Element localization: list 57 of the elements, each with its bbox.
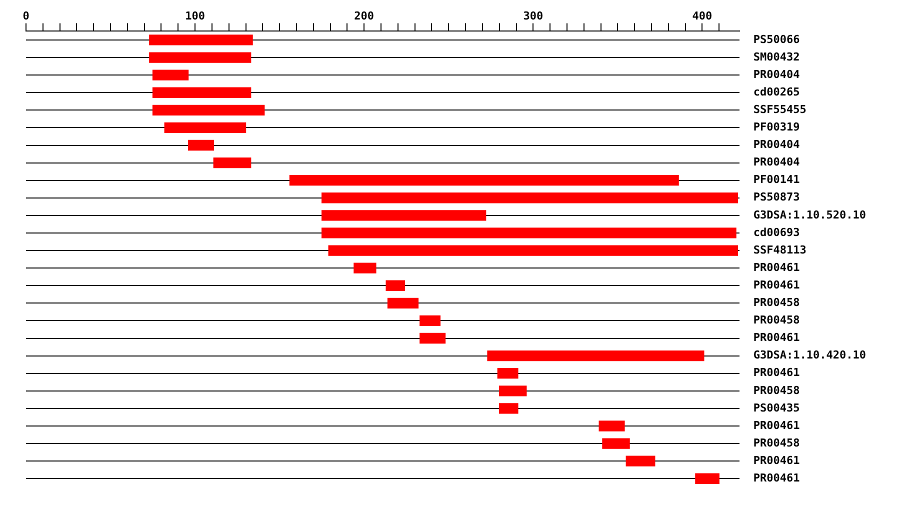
y-tick-label: PR00404 [753, 138, 800, 152]
bar [152, 87, 252, 98]
bar [420, 332, 446, 344]
y-tick-label: PR00404 [753, 156, 800, 169]
bar [626, 456, 656, 466]
y-tick-label: G3DSA:1.10.420.10 [753, 348, 866, 362]
bar [164, 122, 246, 134]
y-tick-label: PS50873 [753, 190, 800, 204]
bar [188, 140, 214, 151]
y-tick-label: PR00461 [753, 260, 800, 274]
bar [387, 298, 419, 308]
y-tick-label: PR00461 [753, 471, 800, 484]
bar [213, 157, 252, 168]
bar [149, 34, 253, 46]
x-tick-label: 400 [692, 9, 712, 22]
bar [322, 228, 736, 238]
y-tick-label: PR00458 [753, 436, 800, 450]
bar [386, 280, 406, 291]
bar [328, 245, 738, 256]
bar [602, 438, 630, 449]
y-tick-label: PS00435 [753, 401, 800, 414]
y-tick-label: SM00432 [753, 50, 800, 64]
x-tick-label: 100 [185, 9, 205, 22]
y-tick-label: PR00458 [753, 384, 800, 397]
bar [598, 420, 625, 432]
y-tick-label: PR00461 [753, 278, 800, 292]
y-tick-label: PF00319 [753, 120, 800, 134]
bar [149, 52, 252, 63]
y-tick-label: PR00461 [753, 331, 800, 344]
y-tick-label: cd00265 [753, 85, 800, 98]
y-tick-label: PS50066 [753, 32, 800, 46]
y-tick-label: PF00141 [753, 173, 800, 186]
y-tick-label: PR00461 [753, 454, 800, 467]
bar [420, 315, 441, 326]
bar [497, 368, 518, 379]
bar [487, 350, 704, 362]
x-tick-label: 200 [354, 9, 374, 22]
y-tick-label: PR00461 [753, 418, 800, 432]
y-tick-label: PR00404 [753, 68, 800, 81]
bar [499, 386, 527, 396]
bar [152, 70, 189, 80]
y-tick-label: G3DSA:1.10.520.10 [753, 208, 866, 222]
x-tick-label: 300 [523, 9, 544, 22]
x-tick-label: 0 [22, 9, 30, 22]
y-tick-label: cd00693 [753, 226, 800, 239]
bar [695, 473, 720, 484]
y-tick-label: PR00458 [753, 296, 800, 310]
bar [354, 262, 376, 274]
bar [322, 192, 738, 204]
bar [499, 403, 518, 414]
y-tick-label: PR00461 [753, 366, 800, 380]
bar [322, 210, 486, 221]
y-tick-label: SSF48113 [753, 243, 806, 256]
bar [152, 104, 265, 116]
bar [289, 175, 679, 186]
y-tick-label: SSF55455 [753, 103, 806, 116]
y-tick-label: PR00458 [753, 314, 800, 327]
